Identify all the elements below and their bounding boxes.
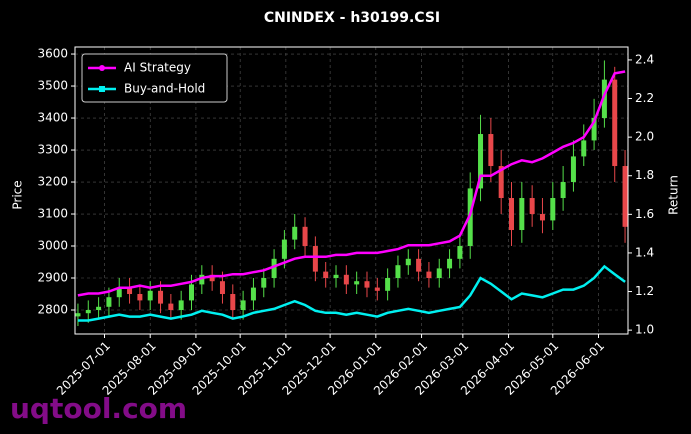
candle-body bbox=[127, 287, 133, 295]
candle-body bbox=[385, 278, 391, 291]
legend-marker bbox=[99, 65, 105, 71]
candle-body bbox=[488, 134, 494, 167]
candle-body bbox=[230, 294, 236, 311]
candle-body bbox=[188, 284, 194, 301]
candle-body bbox=[591, 118, 597, 141]
candle-body bbox=[147, 290, 153, 301]
candle-body bbox=[302, 226, 308, 247]
y2-tick-label: 1.4 bbox=[635, 245, 654, 259]
y-tick-label: 3200 bbox=[37, 175, 68, 189]
y2-tick-label: 1.2 bbox=[635, 284, 654, 298]
y2-tick-label: 2.2 bbox=[635, 91, 654, 105]
y-tick-label: 3400 bbox=[37, 111, 68, 125]
candle-body bbox=[374, 287, 380, 291]
legend-label: AI Strategy bbox=[124, 61, 191, 75]
plot-frame bbox=[74, 46, 629, 335]
candle-body bbox=[601, 79, 607, 119]
candle-body bbox=[75, 313, 81, 317]
candle-body bbox=[550, 198, 556, 221]
candle-body bbox=[467, 188, 473, 247]
y-tick-label: 3000 bbox=[37, 239, 68, 253]
candle-body bbox=[323, 271, 329, 279]
candle-body bbox=[581, 140, 587, 157]
candle-body bbox=[519, 198, 525, 231]
candle-body bbox=[281, 239, 287, 259]
candle-body bbox=[560, 182, 566, 199]
y-tick-label: 3300 bbox=[37, 143, 68, 157]
candle-body bbox=[312, 246, 318, 272]
candle-body bbox=[612, 79, 618, 167]
candle-body bbox=[364, 281, 370, 288]
y-tick-label: 3600 bbox=[37, 47, 68, 61]
legend-marker bbox=[99, 86, 105, 92]
y-tick-label: 3500 bbox=[37, 79, 68, 93]
legend-box bbox=[81, 53, 228, 103]
y2-tick-label: 1.6 bbox=[635, 207, 654, 221]
candle-body bbox=[178, 300, 184, 311]
candle-body bbox=[261, 278, 267, 288]
candle-body bbox=[529, 198, 535, 215]
candle-body bbox=[85, 310, 91, 314]
legend-label: Buy-and-Hold bbox=[124, 82, 205, 96]
y2-tick-label: 2.4 bbox=[635, 52, 654, 66]
candle-body bbox=[416, 258, 422, 272]
y2-tick-label: 2.0 bbox=[635, 130, 654, 144]
candle-body bbox=[116, 287, 122, 298]
candle-body bbox=[436, 268, 442, 279]
y-axis-label: Price bbox=[11, 180, 25, 209]
candle-body bbox=[447, 258, 453, 269]
candle-body bbox=[354, 281, 360, 285]
candle-body bbox=[106, 297, 112, 307]
candle-body bbox=[292, 226, 298, 240]
candle-body bbox=[209, 274, 215, 282]
chart-title: CNINDEX - h30199.CSI bbox=[264, 10, 440, 26]
candle-body bbox=[426, 271, 432, 279]
watermark: uqtool.com bbox=[10, 392, 187, 425]
y2-tick-label: 1.8 bbox=[635, 168, 654, 182]
candle-body bbox=[158, 290, 164, 304]
y2-axis-label: Return bbox=[667, 175, 681, 215]
candle-body bbox=[333, 274, 339, 279]
candle-body bbox=[137, 294, 143, 301]
y-tick-label: 2800 bbox=[37, 303, 68, 317]
candle-body bbox=[509, 198, 515, 231]
candle-body bbox=[240, 300, 246, 311]
line-series bbox=[77, 70, 626, 297]
candle-body bbox=[478, 134, 484, 189]
candle-body bbox=[457, 246, 463, 259]
candle-body bbox=[570, 156, 576, 183]
candle-body bbox=[498, 166, 504, 199]
candle-body bbox=[622, 166, 628, 227]
candle-body bbox=[405, 258, 411, 266]
candle-body bbox=[250, 287, 256, 301]
line-series bbox=[77, 264, 626, 322]
y-tick-label: 3100 bbox=[37, 207, 68, 221]
candle-body bbox=[271, 258, 277, 279]
candle-body bbox=[96, 306, 102, 311]
y-tick-label: 2900 bbox=[37, 271, 68, 285]
candle-body bbox=[343, 274, 349, 285]
y2-tick-label: 1.0 bbox=[635, 323, 654, 337]
candle-body bbox=[199, 274, 205, 285]
candle-body bbox=[219, 281, 225, 295]
candle-body bbox=[539, 214, 545, 221]
candle-body bbox=[395, 265, 401, 279]
candle-body bbox=[168, 303, 174, 311]
